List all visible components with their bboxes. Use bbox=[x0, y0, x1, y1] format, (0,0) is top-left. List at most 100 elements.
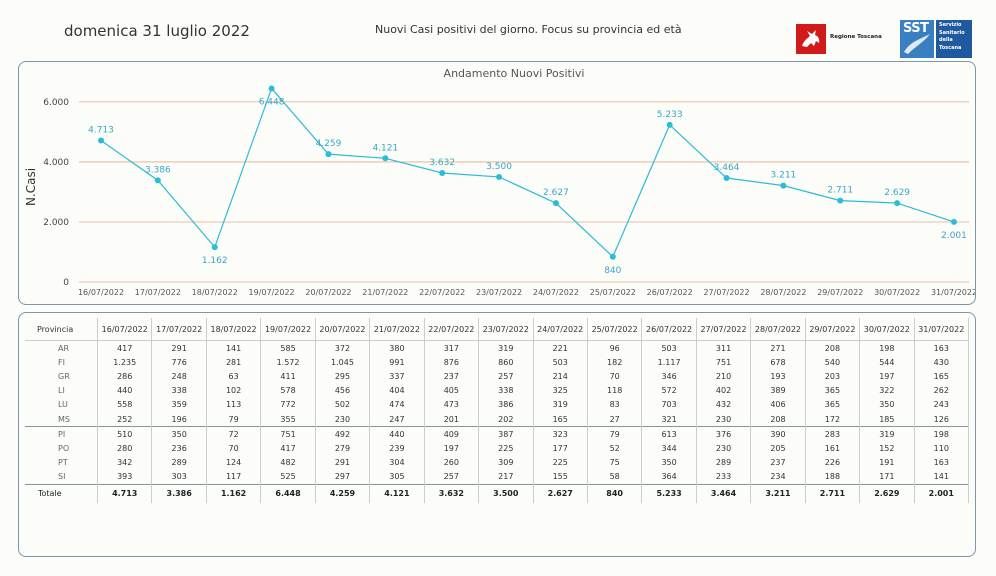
value-cell: 3.500 bbox=[478, 483, 534, 503]
value-cell: 247 bbox=[369, 411, 425, 427]
column-header-date: 24/07/2022 bbox=[532, 318, 588, 341]
value-cell: 172 bbox=[804, 411, 861, 427]
value-cell: 372 bbox=[314, 340, 371, 356]
value-cell: 197 bbox=[859, 369, 915, 384]
value-cell: 751 bbox=[695, 355, 752, 370]
value-cell: 297 bbox=[314, 469, 371, 485]
value-cell: 350 bbox=[641, 455, 697, 470]
value-cell: 3.464 bbox=[695, 483, 752, 503]
x-tick-label: 31/07/2022 bbox=[931, 288, 975, 297]
x-tick-label: 26/07/2022 bbox=[647, 288, 693, 297]
pegasus-icon bbox=[796, 24, 826, 54]
value-cell: 252 bbox=[96, 411, 153, 427]
value-cell: 840 bbox=[586, 483, 643, 503]
value-cell: 271 bbox=[750, 340, 806, 356]
value-cell: 432 bbox=[695, 397, 752, 412]
data-label: 1.162 bbox=[202, 256, 228, 266]
value-cell: 344 bbox=[641, 441, 697, 456]
value-cell: 75 bbox=[586, 455, 643, 470]
value-cell: 751 bbox=[260, 426, 316, 442]
value-cell: 772 bbox=[260, 397, 316, 412]
province-cell: AR bbox=[25, 340, 98, 356]
value-cell: 380 bbox=[369, 340, 425, 356]
value-cell: 350 bbox=[151, 426, 207, 442]
value-cell: 387 bbox=[478, 426, 534, 442]
table-row: LI 440 338 102 578 456 404 405 338 325 118 572 402 38… bbox=[25, 383, 970, 398]
data-label: 840 bbox=[604, 266, 621, 276]
chart-title: Andamento Nuovi Positivi bbox=[444, 67, 585, 80]
value-cell: 198 bbox=[913, 426, 970, 442]
value-cell: 402 bbox=[695, 383, 752, 398]
value-cell: 411 bbox=[260, 369, 316, 384]
x-tick-label: 28/07/2022 bbox=[760, 288, 806, 297]
value-cell: 678 bbox=[750, 355, 806, 370]
page-header: domenica 31 luglio 2022 Nuovi Casi posit… bbox=[0, 0, 996, 60]
value-cell: 338 bbox=[151, 383, 207, 398]
value-cell: 63 bbox=[205, 369, 262, 384]
value-cell: 291 bbox=[151, 340, 207, 356]
y-axis-label: N.Casi bbox=[24, 168, 38, 206]
value-cell: 5.233 bbox=[641, 483, 697, 503]
value-cell: 355 bbox=[260, 411, 316, 427]
value-cell: 257 bbox=[423, 469, 480, 485]
value-cell: 540 bbox=[804, 355, 861, 370]
data-label: 3.464 bbox=[714, 163, 740, 173]
value-cell: 3.386 bbox=[151, 483, 207, 503]
value-cell: 525 bbox=[260, 469, 316, 485]
column-header-date: 31/07/2022 bbox=[913, 318, 970, 341]
value-cell: 430 bbox=[913, 355, 970, 370]
table-header-row: Provincia 16/07/2022 17/07/2022 18/07/2022… bbox=[25, 318, 970, 341]
value-cell: 338 bbox=[478, 383, 534, 398]
chart-panel: Andamento Nuovi Positivi N.Casi 0 2.000 4.00… bbox=[18, 61, 976, 305]
value-cell: 182 bbox=[586, 355, 643, 370]
x-tick-label: 19/07/2022 bbox=[249, 288, 295, 297]
x-tick-label: 20/07/2022 bbox=[305, 288, 351, 297]
value-cell: 4.713 bbox=[96, 483, 153, 503]
value-cell: 319 bbox=[859, 426, 915, 442]
value-cell: 386 bbox=[478, 397, 534, 412]
data-point bbox=[98, 137, 104, 144]
y-tick-label: 4.000 bbox=[43, 158, 69, 168]
column-header-date: 20/07/2022 bbox=[314, 318, 371, 341]
data-label: 2.627 bbox=[543, 188, 569, 198]
value-cell: 70 bbox=[586, 369, 643, 384]
sst-label: Servizio Sanitario della Toscana bbox=[936, 20, 972, 58]
value-cell: 503 bbox=[641, 340, 697, 356]
value-cell: 322 bbox=[859, 383, 915, 398]
value-cell: 110 bbox=[913, 441, 970, 456]
data-point bbox=[780, 182, 787, 189]
province-cell: PI bbox=[25, 426, 98, 442]
value-cell: 225 bbox=[478, 441, 534, 456]
value-cell: 4.121 bbox=[369, 483, 425, 503]
table-row: PI 510 350 72 751 492 440 409 387 323 79 613 376 390 2… bbox=[25, 426, 970, 442]
column-header-date: 16/07/2022 bbox=[96, 318, 153, 341]
column-header-date: 21/07/2022 bbox=[369, 318, 425, 341]
column-header-provincia: Provincia bbox=[25, 318, 98, 341]
value-cell: 376 bbox=[695, 426, 752, 442]
y-tick-label: 6.000 bbox=[43, 98, 69, 108]
value-cell: 141 bbox=[913, 469, 970, 485]
data-point bbox=[894, 200, 901, 207]
value-cell: 405 bbox=[423, 383, 480, 398]
value-cell: 280 bbox=[96, 441, 153, 456]
value-cell: 161 bbox=[804, 441, 861, 456]
value-cell: 196 bbox=[151, 411, 207, 427]
value-cell: 323 bbox=[532, 426, 588, 442]
value-cell: 118 bbox=[586, 383, 643, 398]
value-cell: 613 bbox=[641, 426, 697, 442]
value-cell: 406 bbox=[750, 397, 806, 412]
value-cell: 1.045 bbox=[314, 355, 371, 370]
value-cell: 404 bbox=[369, 383, 425, 398]
value-cell: 210 bbox=[695, 369, 752, 384]
value-cell: 473 bbox=[423, 397, 480, 412]
data-point bbox=[666, 121, 673, 128]
data-label: 3.386 bbox=[145, 165, 171, 175]
column-header-date: 29/07/2022 bbox=[804, 318, 861, 341]
data-label: 2.711 bbox=[827, 186, 853, 196]
data-label: 3.632 bbox=[429, 158, 455, 168]
column-header-date: 25/07/2022 bbox=[586, 318, 643, 341]
regione-toscana-label: Regione Toscana bbox=[830, 34, 882, 40]
value-cell: 1.117 bbox=[641, 355, 697, 370]
value-cell: 305 bbox=[369, 469, 425, 485]
value-cell: 289 bbox=[151, 455, 207, 470]
